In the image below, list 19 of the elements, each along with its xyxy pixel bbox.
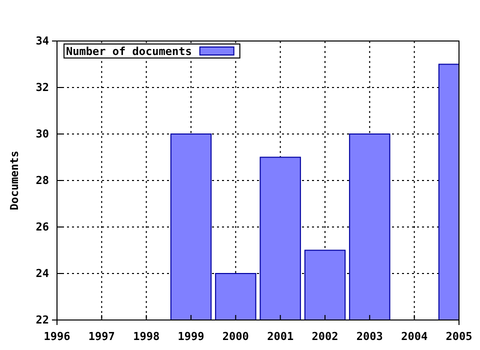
legend-label: Number of documents bbox=[66, 45, 192, 58]
x-tick-label: 1998 bbox=[133, 330, 160, 344]
y-tick-label: 28 bbox=[36, 174, 49, 188]
y-tick-label: 24 bbox=[36, 267, 50, 280]
y-tick-label: 30 bbox=[36, 128, 49, 141]
x-tick-label: 2002 bbox=[312, 330, 338, 344]
y-axis-title: Documents bbox=[8, 150, 21, 210]
x-tick-label: 1997 bbox=[88, 330, 115, 344]
y-tick-label: 22 bbox=[36, 314, 49, 327]
y-tick-label: 32 bbox=[36, 81, 49, 94]
x-tick-label: 2003 bbox=[356, 330, 383, 344]
x-tick-label: 2001 bbox=[267, 330, 294, 344]
x-tick-label: 2000 bbox=[222, 330, 249, 344]
y-tick-label: 26 bbox=[36, 220, 50, 234]
y-tick-label: 34 bbox=[36, 34, 50, 48]
x-tick-label: 1999 bbox=[178, 330, 204, 344]
x-tick-label: 2004 bbox=[401, 330, 428, 344]
x-tick-label: 1996 bbox=[44, 330, 71, 344]
x-tick-label: 2005 bbox=[446, 330, 472, 344]
